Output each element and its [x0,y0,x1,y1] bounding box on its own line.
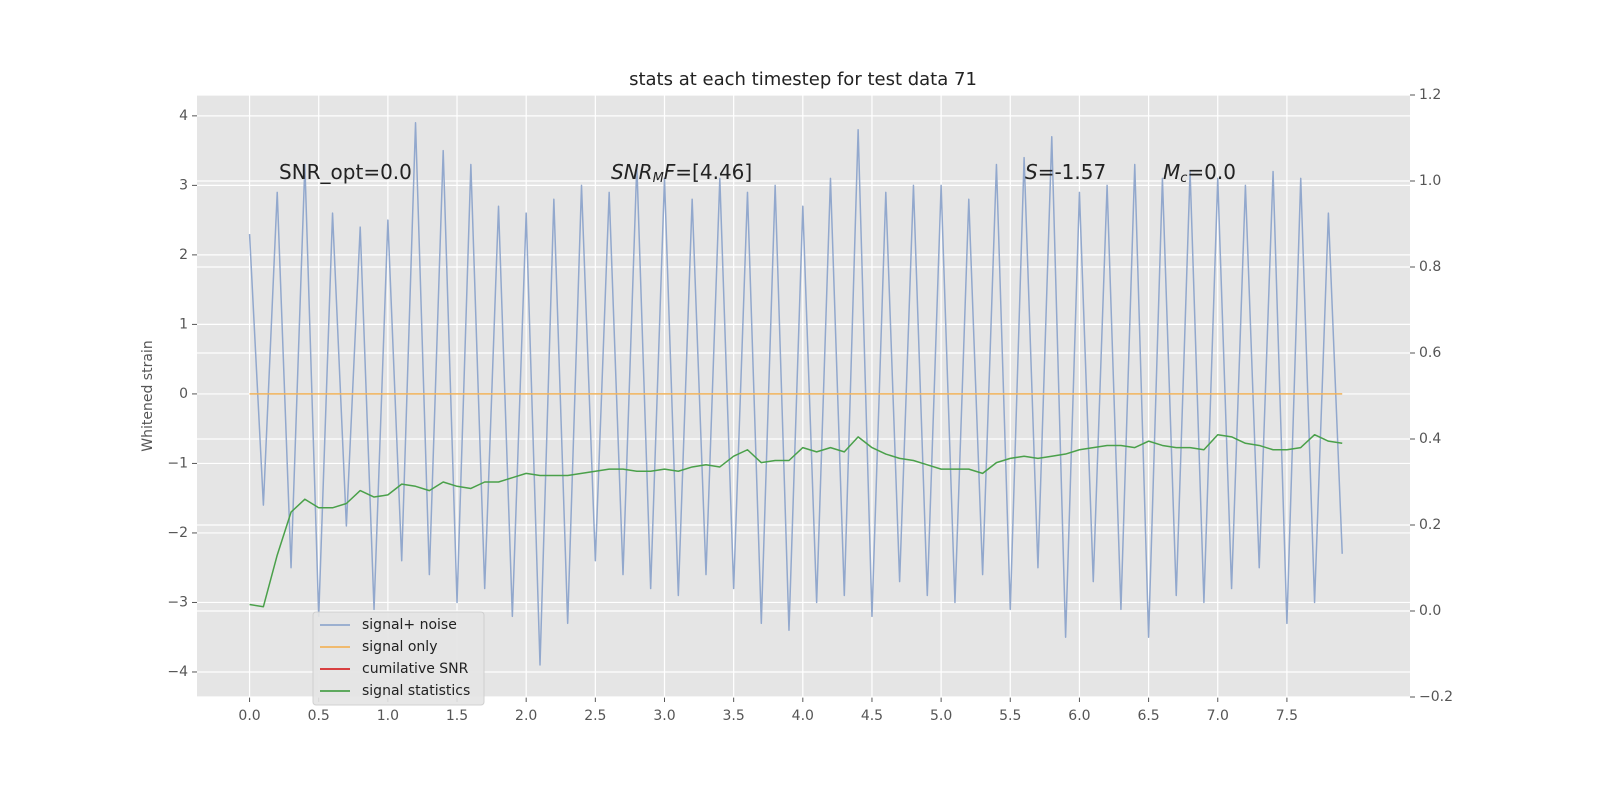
y-tick-label: −3 [167,594,188,610]
y-tick-label: −2 [167,525,188,541]
x-tick-label: 4.0 [792,708,814,724]
x-tick-label: 1.5 [446,708,468,724]
annotation-part: S [1025,160,1038,184]
annotation-part: M [653,171,664,186]
y-tick-label: 0 [179,386,188,402]
legend-label: signal+ noise [362,617,457,633]
y-tick-label: 3 [179,177,188,193]
y2-tick-label: 1.2 [1419,87,1441,103]
annotation-part: =-1.57 [1038,160,1107,184]
y2-tick-label: −0.2 [1419,689,1453,705]
x-tick-label: 6.5 [1137,708,1159,724]
annotation-part: M [1163,160,1180,184]
x-tick-label: 4.5 [861,708,883,724]
y-tick-label: −4 [167,664,188,680]
series-line [248,122,1343,666]
y-tick-label: 4 [179,108,188,124]
y-tick-label: −1 [167,455,188,471]
series-line [249,433,1343,608]
y-tick-label: 2 [179,247,188,263]
x-tick-label: 1.0 [377,708,399,724]
x-tick-label: 7.5 [1276,708,1298,724]
x-tick-label: 5.0 [930,708,952,724]
annotation: Mc=0.0 [1163,160,1236,186]
annotation: SNR_opt=0.0 [279,160,412,184]
annotation-part: F [664,160,676,184]
annotation-part: =[4.46] [675,160,752,184]
annotation-part: SNR [611,160,653,184]
plot-area [197,95,1410,697]
annotation-part: SNR_opt=0.0 [279,160,412,184]
legend-label: cumilative SNR [362,661,469,677]
x-tick-label: 3.0 [653,708,675,724]
x-tick-label: 7.0 [1207,708,1229,724]
y2-tick-label: 0.8 [1419,259,1441,275]
x-tick-label: 5.5 [999,708,1021,724]
y-axis-label: Whitened strain [140,340,156,451]
x-tick-label: 2.5 [584,708,606,724]
x-tick-label: 6.0 [1068,708,1090,724]
annotation: S=-1.57 [1025,160,1106,184]
y2-tick-label: 0.6 [1419,345,1441,361]
y2-tick-label: 1.0 [1419,173,1441,189]
chart-title: stats at each timestep for test data 71 [629,69,977,90]
y2-tick-label: 0.4 [1419,431,1441,447]
y-tick-label: 1 [179,316,188,332]
legend-label: signal only [362,639,437,655]
annotation-part: =0.0 [1187,160,1236,184]
x-tick-label: 0.5 [308,708,330,724]
x-tick-label: 2.0 [515,708,537,724]
annotation-part: c [1180,171,1187,186]
x-tick-label: 0.0 [238,708,260,724]
legend-label: signal statistics [362,683,470,699]
y2-tick-label: 0.0 [1419,603,1441,619]
y2-tick-label: 0.2 [1419,517,1441,533]
x-tick-label: 3.5 [723,708,745,724]
legend [312,611,485,706]
annotation: SNRMF=[4.46] [611,160,752,186]
